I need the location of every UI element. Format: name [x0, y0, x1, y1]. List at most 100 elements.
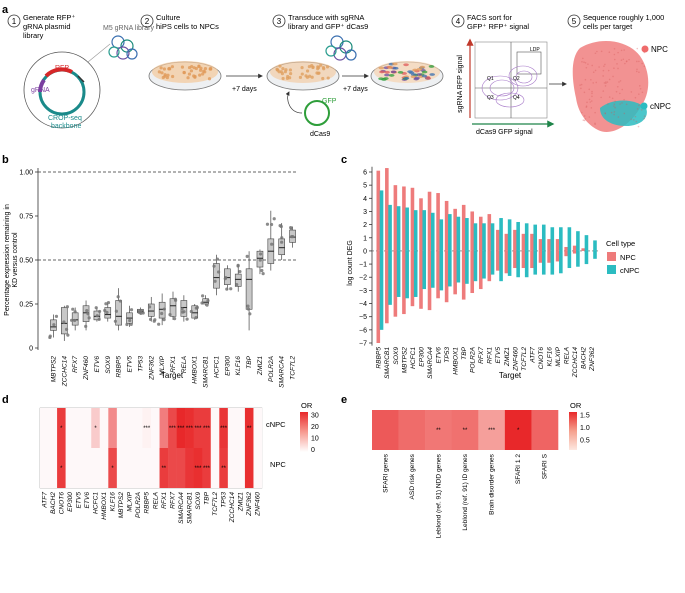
- e-column-label: Leblond (ref. 91) ID genes: [462, 453, 469, 530]
- box-point: [280, 236, 284, 240]
- deg-bar-down-cNPC: [388, 250, 392, 305]
- box-point: [205, 303, 209, 307]
- deg-ytick-label: −3: [359, 288, 367, 295]
- d-heatmap-cell: [168, 408, 177, 448]
- deg-category-label: ETV5: [495, 347, 502, 364]
- legend-swatch-npc: [607, 252, 616, 261]
- e-significance-mark: ***: [488, 428, 496, 434]
- box-point: [216, 270, 221, 274]
- m5-library-label: M5 gRNA library: [103, 25, 154, 32]
- box-point: [129, 322, 133, 327]
- box-point: [260, 268, 264, 273]
- d-column-label: ATF7: [41, 492, 48, 509]
- deg-bar-up-cNPC: [430, 212, 435, 251]
- rfp-label: RFP: [55, 65, 69, 72]
- deg-bar-down-cNPC: [430, 250, 435, 288]
- d-significance-mark: **: [221, 466, 226, 472]
- deg-bar-up-cNPC: [473, 223, 478, 251]
- gate-q2: Q2: [513, 76, 520, 82]
- d-legend-title: OR: [301, 401, 313, 410]
- box-point: [113, 319, 117, 323]
- deg-bar-down-cNPC: [405, 250, 409, 299]
- box-point: [290, 235, 294, 239]
- box-point: [160, 311, 164, 316]
- step-4-line-2: GFP⁺ RFP⁺ signal: [467, 22, 529, 31]
- cnpc-label: cNPC: [650, 102, 671, 111]
- d-column-label: TP53: [221, 492, 228, 508]
- deg-bar-up-NPC: [538, 239, 543, 251]
- deg-bar-up-NPC: [470, 211, 475, 251]
- e-column-label: Brain disorder genes: [489, 453, 496, 515]
- d-heatmap-cell: [159, 408, 169, 448]
- step-3-line-2: library and GFP⁺ dCas9: [288, 22, 368, 31]
- deg-ytick-label: −1: [359, 262, 367, 269]
- deg-bar-up-cNPC: [422, 210, 427, 251]
- d-heatmap-cell: [168, 448, 177, 488]
- deg-bar-up-cNPC: [584, 235, 589, 251]
- box-point: [189, 309, 193, 314]
- box-point: [235, 283, 239, 287]
- d-heatmap-cell: [219, 448, 229, 488]
- e-heatmap-cell: [398, 410, 426, 450]
- d-heatmap-cell: [151, 408, 160, 448]
- arrow-label-1: +7 days: [232, 86, 257, 93]
- d-significance-mark: *: [111, 466, 114, 472]
- d-heatmap-cell: [142, 408, 152, 448]
- d-column-label: CNOT6: [58, 492, 65, 515]
- e-heatmap-cell: [504, 410, 532, 450]
- box-category-label: RELA: [181, 355, 188, 373]
- box-point: [125, 322, 129, 327]
- box-point: [69, 318, 74, 322]
- step-2-badge: [140, 14, 154, 28]
- deg-bar-up-cNPC: [567, 227, 572, 251]
- npc-label: NPC: [651, 45, 668, 54]
- d-heatmap-cell: [65, 448, 75, 488]
- d-legend-tick: 30: [311, 413, 319, 420]
- box-RBBP5: [115, 300, 122, 326]
- box-category-label: RBBP5: [116, 356, 123, 378]
- deg-bar-down-NPC: [521, 250, 526, 269]
- d-column-label: ZNF460: [255, 492, 262, 517]
- deg-xlabel: Target: [499, 371, 522, 380]
- d-heatmap-cell: [236, 448, 246, 488]
- step-5-line-2: cells per target: [583, 22, 633, 31]
- deg-bar-up-NPC: [402, 186, 406, 251]
- deg-category-label: ZMIZ1: [504, 347, 511, 367]
- box-ytick-label: 0.50: [19, 258, 33, 265]
- deg-ytick-label: −5: [359, 314, 367, 321]
- d-significance-mark: ***: [177, 426, 185, 432]
- deg-bar-up-NPC: [547, 239, 551, 251]
- deg-category-label: ETV6: [435, 347, 442, 364]
- box-point: [213, 279, 217, 283]
- box-category-label: HMBOX1: [192, 356, 199, 384]
- deg-bar-down-NPC: [547, 250, 551, 263]
- box-point: [86, 312, 90, 316]
- arrow-label-2: +7 days: [343, 86, 368, 93]
- panel-d-letter: d: [2, 394, 9, 406]
- step-2-number: 2: [145, 17, 150, 26]
- d-heatmap-cell: [57, 408, 66, 448]
- facs-xlabel: dCas9 GFP signal: [476, 129, 533, 136]
- d-heatmap-cell: [244, 408, 254, 448]
- deg-bar-down-NPC: [444, 250, 449, 303]
- d-column-label: SMARCB1: [186, 492, 193, 524]
- d-significance-mark: ***: [194, 426, 202, 432]
- step-4-line-1: FACS sort for: [467, 13, 513, 22]
- deg-ytick-label: −4: [359, 301, 367, 308]
- deg-category-label: RELA: [564, 346, 571, 364]
- deg-bar-down-NPC: [538, 250, 543, 263]
- box-point: [105, 310, 109, 315]
- step-1: 1 Generate RFP⁺ gRNA plasmid library M5 …: [7, 13, 154, 130]
- box-RFX1: [169, 298, 177, 317]
- deg-bar-down-cNPC: [413, 250, 418, 297]
- d-significance-mark: ***: [186, 426, 194, 432]
- step-4-badge: [451, 14, 465, 28]
- d-legend-tick: 10: [311, 436, 319, 443]
- deg-category-label: TP53: [444, 347, 451, 363]
- deg-category-label: ZNF460: [512, 347, 519, 372]
- box-point: [246, 304, 250, 308]
- step-2: 2 Culture hiPS cells to NPCs +7 days: [140, 13, 263, 93]
- deg-category-label: ZNF362: [589, 347, 596, 372]
